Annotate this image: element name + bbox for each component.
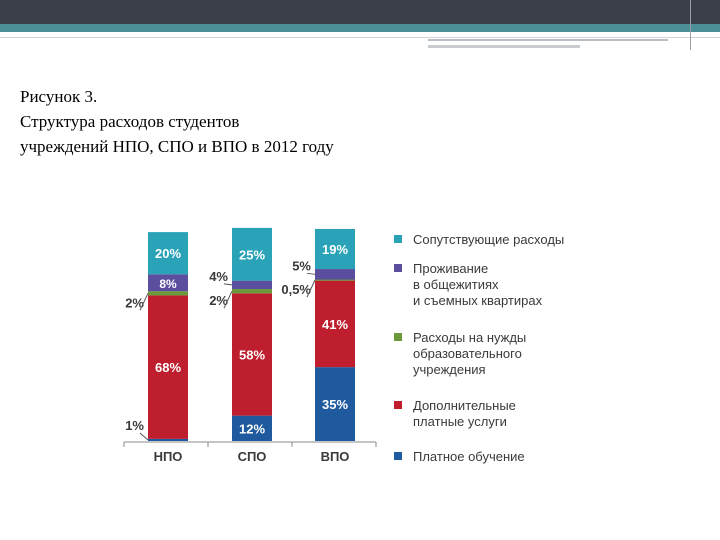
label-leader-2-2 bbox=[306, 279, 316, 298]
header-decor-line bbox=[428, 39, 668, 41]
bar-segment-1-2 bbox=[232, 289, 272, 294]
legend-label-3-0: Дополнительные bbox=[413, 398, 516, 413]
legend-label-1-1: в общежитиях bbox=[413, 277, 499, 292]
bar-value-label-2-4: 19% bbox=[322, 242, 348, 257]
bar-value-label-2-2: 0,5% bbox=[281, 282, 311, 297]
bar-segment-0-3 bbox=[148, 274, 188, 292]
header-divider bbox=[0, 37, 720, 38]
bar-value-label-0-1: 68% bbox=[155, 360, 181, 375]
label-leader-1-3 bbox=[223, 283, 233, 286]
header-corner-decor bbox=[690, 0, 720, 50]
bar-segment-0-1 bbox=[148, 295, 188, 439]
legend-swatch-2 bbox=[394, 333, 402, 341]
bar-segment-2-1 bbox=[315, 280, 355, 368]
header-decor-line-short bbox=[428, 45, 580, 48]
caption-line-3: учреждений НПО, СПО и ВПО в 2012 году bbox=[20, 137, 334, 156]
legend-label-1-0: Проживание bbox=[413, 261, 488, 276]
bar-value-label-1-2: 2% bbox=[209, 293, 228, 308]
legend-label-2-0: Расходы на нужды bbox=[413, 330, 526, 345]
bar-value-label-0-4: 20% bbox=[155, 246, 181, 261]
category-label-1: СПО bbox=[238, 449, 267, 464]
label-leader-1-2 bbox=[223, 290, 233, 309]
bar-value-label-0-0: 1% bbox=[125, 418, 144, 433]
legend-swatch-4 bbox=[394, 452, 402, 460]
bar-value-label-1-3: 4% bbox=[209, 269, 228, 284]
label-leader-0-2 bbox=[139, 293, 149, 311]
figure-caption: Рисунок 3. Структура расходов студентов … bbox=[20, 84, 334, 159]
caption-line-2: Структура расходов студентов bbox=[20, 112, 240, 131]
legend-label-0-0: Сопутствующие расходы bbox=[413, 232, 564, 247]
category-label-2: ВПО bbox=[321, 449, 350, 464]
bar-value-label-2-0: 35% bbox=[322, 397, 348, 412]
bar-segment-0-2 bbox=[148, 291, 188, 296]
bar-value-label-0-3: 8% bbox=[159, 277, 177, 291]
legend-label-2-2: учреждения bbox=[413, 362, 486, 377]
bar-value-label-1-4: 25% bbox=[239, 247, 265, 262]
legend-label-3-1: платные услуги bbox=[413, 414, 507, 429]
category-label-0: НПО bbox=[154, 449, 183, 464]
caption-line-1: Рисунок 3. bbox=[20, 87, 98, 106]
legend-swatch-0 bbox=[394, 235, 402, 243]
bar-segment-0-4 bbox=[148, 232, 188, 275]
legend-label-2-1: образовательного bbox=[413, 346, 522, 361]
legend-label-1-2: и съемных квартирах bbox=[413, 293, 543, 308]
bar-segment-2-4 bbox=[315, 228, 355, 270]
bar-value-label-2-1: 41% bbox=[322, 317, 348, 332]
bar-segment-2-0 bbox=[315, 367, 355, 441]
legend-swatch-1 bbox=[394, 264, 402, 272]
bar-value-label-1-0: 12% bbox=[239, 421, 265, 436]
bar-segment-1-4 bbox=[232, 227, 272, 281]
legend-label-4-0: Платное обучение bbox=[413, 449, 525, 464]
bar-value-label-2-3: 5% bbox=[292, 258, 311, 273]
label-leader-0-0 bbox=[139, 432, 149, 441]
label-leader-2-3 bbox=[306, 272, 316, 275]
slide-header-accent bbox=[0, 24, 720, 32]
bar-segment-2-2 bbox=[315, 278, 355, 281]
legend-swatch-3 bbox=[394, 401, 402, 409]
bar-segment-1-3 bbox=[232, 280, 272, 290]
bar-segment-1-1 bbox=[232, 293, 272, 416]
bar-value-label-0-2: 2% bbox=[125, 295, 144, 310]
bar-segment-1-0 bbox=[232, 415, 272, 441]
bar-segment-0-0 bbox=[148, 438, 188, 441]
bar-value-label-1-1: 58% bbox=[239, 347, 265, 362]
bar-segment-2-3 bbox=[315, 269, 355, 280]
slide-header-bar bbox=[0, 0, 720, 24]
